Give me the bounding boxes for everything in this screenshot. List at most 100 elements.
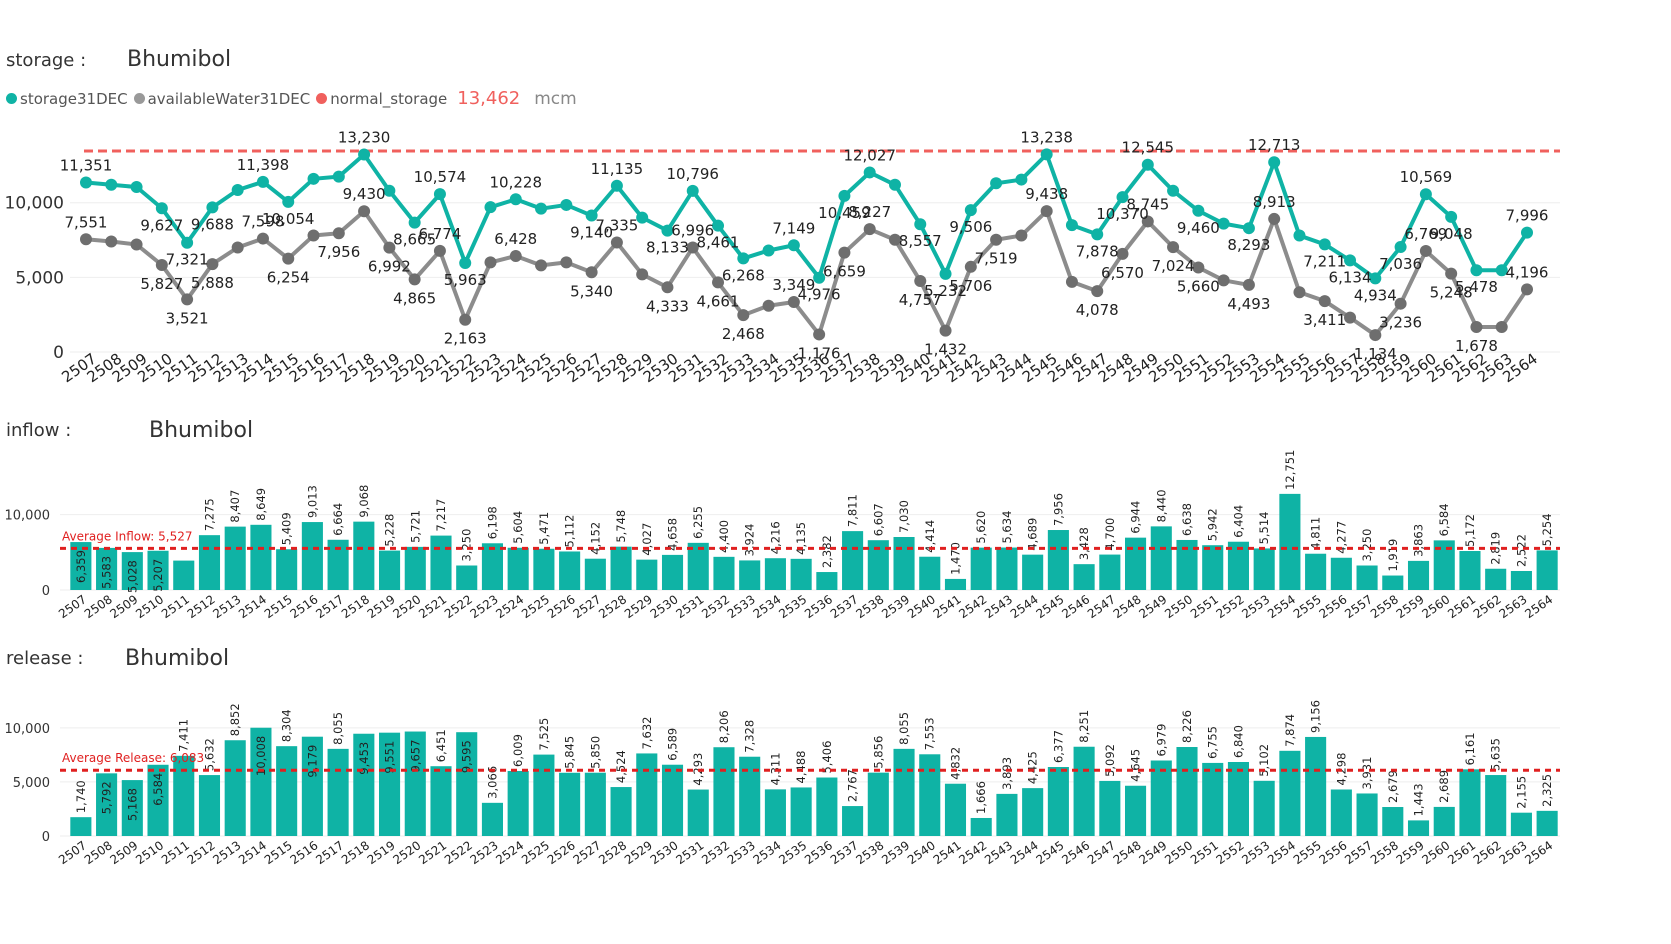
data-label-availableWater31DEC: 7,551 bbox=[65, 213, 108, 231]
data-point-availableWater31DEC bbox=[206, 258, 219, 271]
inflow-data-label: 2,522 bbox=[1514, 534, 1528, 567]
inflow-x-tick-label: 2563 bbox=[1497, 592, 1530, 621]
release-bar bbox=[1356, 793, 1378, 836]
release-x-tick-label: 2518 bbox=[339, 838, 372, 867]
release-data-label: 4,524 bbox=[614, 750, 628, 783]
inflow-x-tick-label: 2508 bbox=[82, 592, 115, 621]
data-point-storage31DEC bbox=[1394, 240, 1407, 253]
data-point-availableWater31DEC bbox=[459, 313, 472, 326]
legend-dot-red bbox=[316, 93, 328, 104]
data-point-storage31DEC bbox=[1015, 173, 1028, 186]
inflow-data-label: 1,919 bbox=[1386, 539, 1400, 572]
inflow-panel-title: Bhumibol bbox=[149, 418, 254, 443]
data-label-storage31DEC: 10,370 bbox=[1096, 205, 1149, 223]
inflow-x-tick-label: 2539 bbox=[879, 592, 912, 621]
data-point-storage31DEC bbox=[1293, 229, 1306, 242]
data-point-storage31DEC bbox=[686, 184, 699, 197]
inflow-bar bbox=[713, 556, 735, 590]
release-x-tick-label: 2527 bbox=[571, 838, 604, 867]
inflow-data-label: 6,255 bbox=[691, 506, 705, 539]
legend-item-normal-storage[interactable]: normal_storage bbox=[316, 90, 447, 108]
data-point-storage31DEC bbox=[813, 271, 826, 284]
release-data-label: 8,055 bbox=[897, 712, 911, 745]
inflow-bar bbox=[1150, 526, 1172, 590]
release-average-label: Average Release: 6,083 bbox=[62, 751, 204, 765]
legend-label-storage31dec: storage31DEC bbox=[20, 89, 128, 108]
inflow-x-tick-label: 2551 bbox=[1188, 592, 1221, 621]
data-point-availableWater31DEC bbox=[1445, 267, 1458, 280]
inflow-panel-label: inflow : bbox=[6, 420, 72, 441]
release-data-label: 6,755 bbox=[1206, 726, 1220, 759]
storage-y-tick-label: 10,000 bbox=[5, 194, 64, 214]
release-x-tick-label: 2524 bbox=[493, 838, 526, 867]
inflow-bar bbox=[224, 526, 246, 590]
inflow-x-tick-label: 2507 bbox=[56, 592, 89, 621]
release-data-label: 9,179 bbox=[305, 745, 319, 778]
data-label-storage31DEC: 10,459 bbox=[818, 204, 871, 222]
release-data-label: 9,453 bbox=[357, 742, 371, 775]
data-point-storage31DEC bbox=[383, 184, 396, 197]
release-x-tick-label: 2532 bbox=[699, 838, 732, 867]
data-point-availableWater31DEC bbox=[762, 299, 775, 312]
data-point-availableWater31DEC bbox=[1065, 275, 1078, 288]
release-x-tick-label: 2548 bbox=[1111, 838, 1144, 867]
release-x-tick-label: 2552 bbox=[1214, 838, 1247, 867]
data-point-storage31DEC bbox=[1344, 254, 1357, 267]
inflow-data-label: 5,207 bbox=[151, 559, 165, 592]
release-data-label: 6,979 bbox=[1154, 724, 1168, 757]
data-point-storage31DEC bbox=[863, 166, 876, 179]
inflow-data-label: 5,942 bbox=[1206, 508, 1220, 541]
inflow-y-tick-label: 0 bbox=[42, 584, 50, 599]
inflow-bar bbox=[481, 543, 503, 590]
data-label-availableWater31DEC: 1,134 bbox=[1354, 345, 1397, 363]
release-x-tick-label: 2540 bbox=[905, 838, 938, 867]
data-label-availableWater31DEC: 5,660 bbox=[1177, 277, 1220, 295]
inflow-x-tick-label: 2517 bbox=[313, 592, 346, 621]
release-bar bbox=[224, 740, 246, 836]
legend-item-availablewater31dec[interactable]: availableWater31DEC bbox=[133, 90, 310, 108]
unit-label: mcm bbox=[534, 88, 577, 109]
inflow-x-tick-label: 2545 bbox=[1034, 592, 1067, 621]
inflow-y-tick-label: 10,000 bbox=[5, 509, 51, 524]
data-point-availableWater31DEC bbox=[585, 266, 598, 279]
release-bar bbox=[1536, 810, 1558, 836]
release-y-tick-label: 0 bbox=[42, 830, 50, 845]
inflow-bar bbox=[173, 560, 195, 590]
inflow-data-label: 6,607 bbox=[871, 503, 885, 536]
release-y-tick-label: 10,000 bbox=[5, 722, 51, 737]
release-data-label: 4,488 bbox=[794, 751, 808, 784]
inflow-bar bbox=[919, 556, 941, 590]
data-label-storage31DEC: 7,996 bbox=[1506, 207, 1549, 225]
inflow-x-tick-label: 2541 bbox=[931, 592, 964, 621]
release-x-tick-label: 2554 bbox=[1265, 838, 1298, 867]
inflow-bar bbox=[327, 539, 349, 590]
data-point-availableWater31DEC bbox=[813, 328, 826, 341]
release-data-label: 2,767 bbox=[846, 769, 860, 802]
release-x-tick-label: 2530 bbox=[648, 838, 681, 867]
inflow-bar bbox=[790, 558, 812, 590]
release-x-tick-label: 2507 bbox=[56, 838, 89, 867]
inflow-data-label: 8,407 bbox=[228, 490, 242, 523]
release-data-label: 9,551 bbox=[383, 741, 397, 774]
data-point-storage31DEC bbox=[787, 239, 800, 252]
data-point-storage31DEC bbox=[1091, 228, 1104, 241]
inflow-bar bbox=[764, 558, 786, 590]
inflow-x-tick-label: 2540 bbox=[905, 592, 938, 621]
inflow-data-label: 4,152 bbox=[588, 522, 602, 555]
release-bar bbox=[919, 754, 941, 836]
inflow-bar bbox=[636, 559, 658, 590]
inflow-bar bbox=[250, 524, 272, 590]
inflow-x-tick-label: 2552 bbox=[1214, 592, 1247, 621]
inflow-x-tick-label: 2516 bbox=[288, 592, 321, 621]
release-bar bbox=[481, 802, 503, 836]
legend-item-storage31dec[interactable]: storage31DEC bbox=[6, 90, 128, 108]
data-point-storage31DEC bbox=[231, 184, 244, 197]
release-data-label: 8,206 bbox=[717, 710, 731, 743]
release-bar bbox=[1253, 780, 1275, 836]
data-point-storage31DEC bbox=[1369, 272, 1382, 285]
data-label-storage31DEC: 4,976 bbox=[798, 286, 841, 304]
data-label-storage31DEC: 7,211 bbox=[1303, 252, 1346, 270]
inflow-bar bbox=[996, 547, 1018, 590]
data-point-storage31DEC bbox=[307, 172, 320, 185]
inflow-x-tick-label: 2556 bbox=[1317, 592, 1350, 621]
